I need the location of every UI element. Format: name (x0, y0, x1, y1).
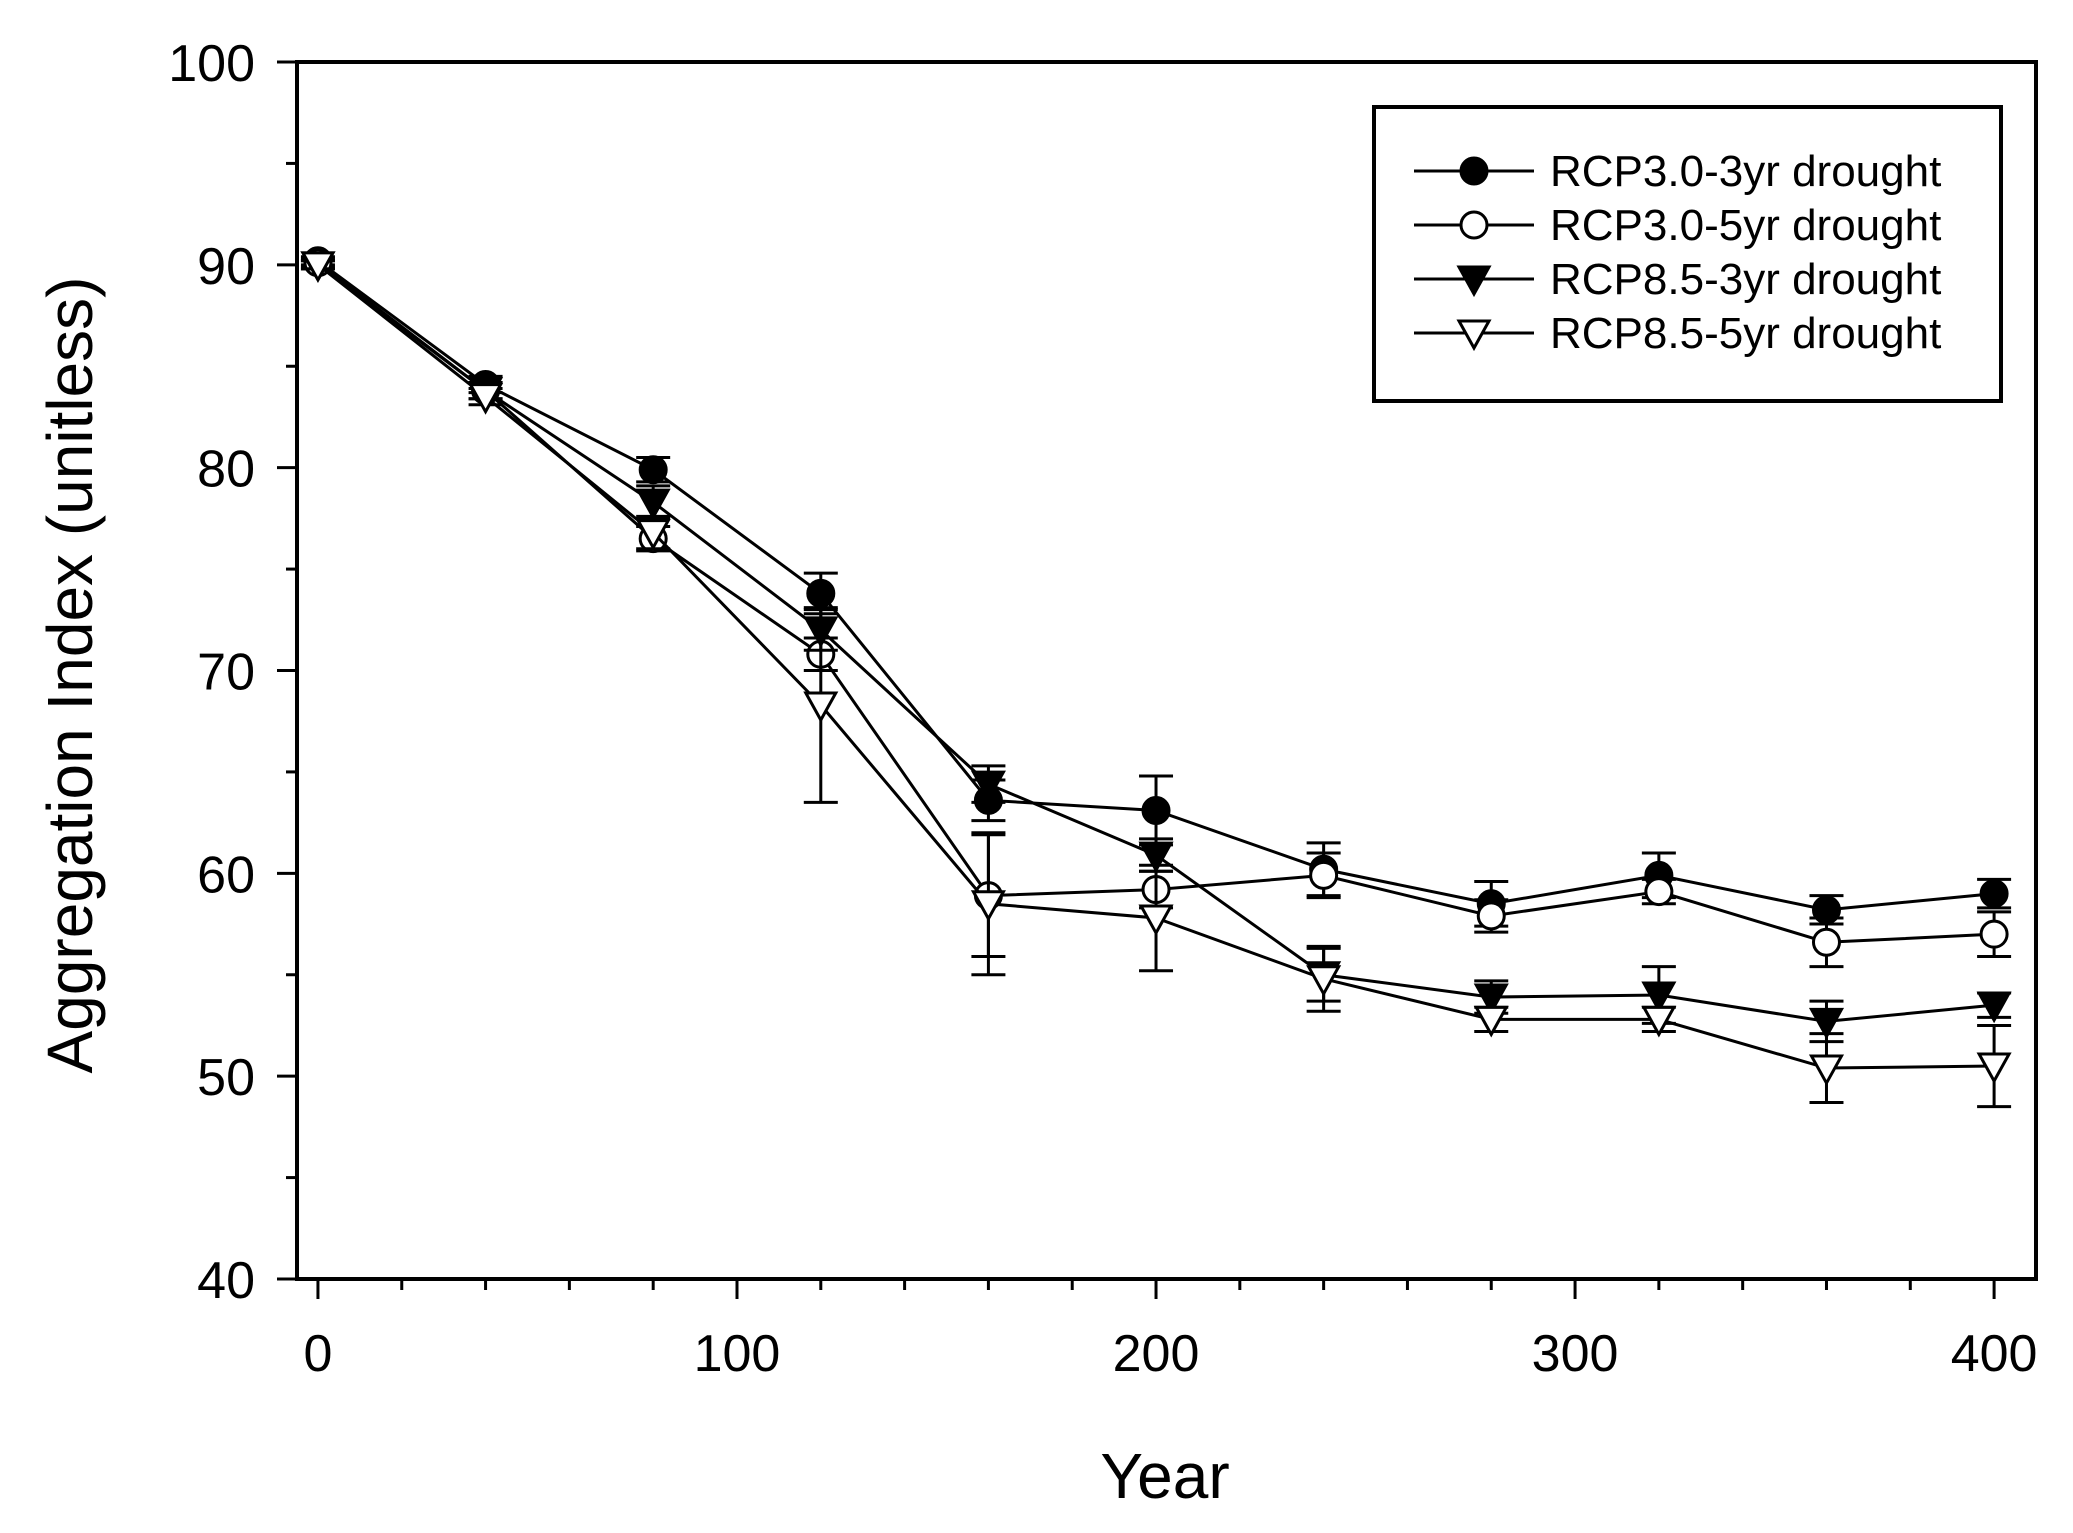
legend-marker (1456, 319, 1492, 352)
legend: RCP3.0-3yr drought RCP3.0-5yr drought RCP8… (1372, 105, 2003, 403)
legend-item: RCP8.5-3yr drought (1414, 255, 1941, 304)
y-tick-label: 80 (197, 441, 255, 499)
y-tick-label: 70 (197, 644, 255, 702)
y-tick-label: 50 (197, 1049, 255, 1107)
x-axis-title: Year (1100, 1440, 1229, 1512)
data-point (1979, 879, 2009, 909)
y-tick-label: 90 (197, 238, 255, 296)
legend-marker (1456, 265, 1492, 298)
x-tick-label: 0 (303, 1325, 332, 1383)
y-axis-title: Aggregation Index (unitless) (34, 277, 106, 1074)
legend-label: RCP8.5-3yr drought (1550, 255, 1941, 304)
legend-box (1372, 105, 2003, 403)
data-point (1976, 991, 2012, 1024)
y-tick-label: 100 (168, 35, 255, 93)
data-point (1306, 965, 1342, 997)
legend-item: RCP3.0-5yr drought (1414, 201, 1941, 250)
data-point (1476, 901, 1506, 931)
data-point (1141, 795, 1171, 825)
data-point (635, 519, 671, 551)
series-rcp3-0-3yr-drought (300, 246, 2012, 928)
data-point (1811, 927, 1841, 957)
data-point (1976, 1052, 2012, 1085)
data-point (1641, 1005, 1677, 1038)
data-point (806, 578, 836, 608)
data-point (1138, 841, 1174, 874)
data-point (635, 488, 671, 521)
legend-marker (1459, 156, 1489, 186)
data-point (970, 890, 1006, 922)
data-point (468, 383, 504, 415)
data-point (1644, 877, 1674, 907)
x-tick-label: 400 (1951, 1325, 2038, 1383)
data-point (1979, 919, 2009, 949)
x-tick-label: 300 (1532, 1325, 1619, 1383)
data-point (1138, 904, 1174, 937)
data-point (1473, 983, 1509, 1016)
legend-item: RCP8.5-5yr drought (1414, 309, 1941, 358)
legend-label: RCP3.0-5yr drought (1550, 201, 1941, 250)
data-point (970, 770, 1006, 803)
legend-label: RCP8.5-5yr drought (1550, 309, 1941, 358)
x-tick-label: 200 (1113, 1325, 1200, 1383)
data-point (1808, 1007, 1845, 1040)
data-point (1808, 1054, 1845, 1087)
x-tick-label: 100 (694, 1325, 781, 1383)
y-tick-label: 60 (197, 846, 255, 904)
data-point (1641, 981, 1677, 1014)
series-rcp8-5-5yr-drought (300, 251, 2012, 1109)
data-point (1473, 1005, 1509, 1038)
data-point (1309, 860, 1339, 890)
series-group (300, 246, 2012, 1109)
data-point (638, 455, 668, 485)
legend-label: RCP3.0-3yr drought (1550, 147, 1941, 196)
legend-marker (1459, 210, 1489, 240)
data-point (803, 691, 839, 724)
y-tick-label: 40 (197, 1252, 255, 1310)
axes-group: 0 100 200 300 400 40 50 60 70 80 90 100 (168, 35, 2038, 1383)
legend-item: RCP3.0-3yr drought (1414, 147, 1941, 196)
data-point (300, 251, 336, 283)
